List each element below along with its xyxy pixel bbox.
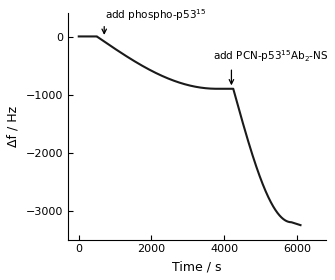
Text: add phospho-p53$^{15}$: add phospho-p53$^{15}$: [105, 7, 207, 23]
Y-axis label: Δf / Hz: Δf / Hz: [7, 106, 20, 147]
X-axis label: Time / s: Time / s: [172, 260, 222, 273]
Text: add PCN-p53$^{15}$Ab$_2$-NS: add PCN-p53$^{15}$Ab$_2$-NS: [213, 48, 329, 64]
